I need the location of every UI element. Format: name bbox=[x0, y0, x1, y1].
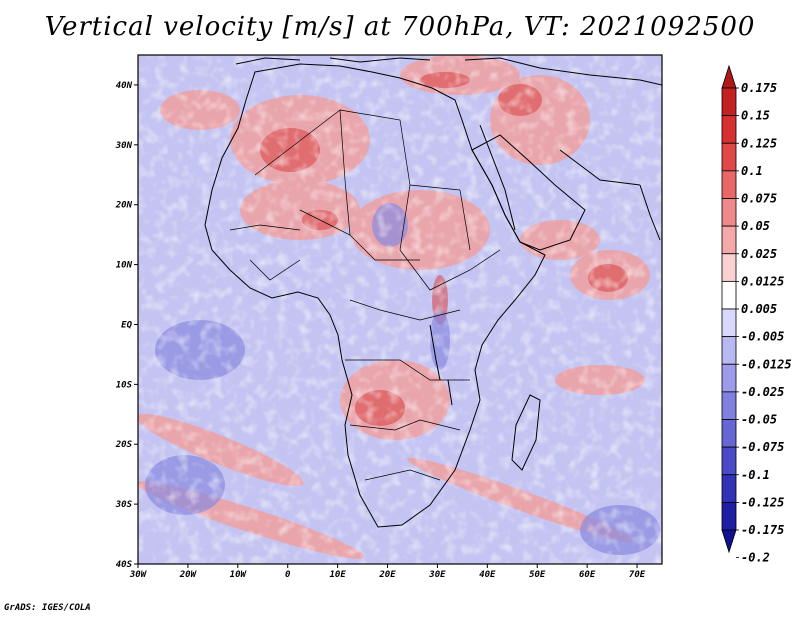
lat-label: 20S bbox=[115, 440, 133, 450]
colorbar-swatch bbox=[721, 170, 737, 199]
colorbar-label: -0.0125 bbox=[741, 357, 792, 371]
latitude-labels: 40N 30N 20N 10N EQ 10S 20S 30S 40S bbox=[115, 81, 133, 570]
colorbar-label: -0.005 bbox=[741, 330, 784, 344]
lat-label: 30N bbox=[115, 141, 133, 151]
colorbar-label: -0.05 bbox=[741, 413, 777, 427]
lon-label: 20E bbox=[378, 570, 396, 580]
colorbar-label: 0.005 bbox=[741, 302, 777, 316]
lon-label: 50E bbox=[529, 570, 546, 580]
colorbar-label: 0.175 bbox=[741, 81, 777, 95]
colorbar-label: -0.2 bbox=[741, 551, 770, 565]
colorbar-swatch bbox=[721, 198, 737, 227]
colorbar-swatch bbox=[721, 142, 737, 172]
colorbar-swatch bbox=[721, 115, 737, 144]
colorbar-swatch bbox=[721, 474, 737, 503]
colorbar-label: -0.125 bbox=[741, 495, 784, 509]
lon-label: 40E bbox=[479, 570, 496, 580]
lon-label: 70E bbox=[629, 570, 646, 580]
colorbar-label: 0.025 bbox=[741, 247, 777, 261]
lon-label: 10W bbox=[230, 570, 248, 580]
colorbar-swatch bbox=[721, 225, 737, 255]
longitude-labels: 30W 20W 10W 0 10E 20E 30E 40E 50E 60E 70E bbox=[129, 570, 646, 580]
lon-label: 30W bbox=[129, 570, 148, 580]
colorbar-label: 0.125 bbox=[741, 136, 777, 150]
colorbar-label: -0.1 bbox=[741, 468, 770, 482]
velocity-field bbox=[138, 55, 662, 564]
lon-label: 10E bbox=[329, 570, 346, 580]
plot-frame bbox=[137, 54, 663, 565]
colorbar-label: -0.075 bbox=[741, 440, 784, 454]
lat-label: 10S bbox=[116, 380, 133, 390]
lat-label: 30S bbox=[115, 500, 133, 510]
colorbar-swatch bbox=[721, 363, 737, 393]
grads-credit: GrADS: IGES/COLA bbox=[4, 603, 91, 613]
colorbar-swatch bbox=[721, 280, 737, 310]
lat-label: 40S bbox=[116, 560, 133, 570]
lon-label: 30E bbox=[428, 570, 446, 580]
lat-label: 40N bbox=[116, 81, 133, 91]
colorbar-label: 0.15 bbox=[741, 109, 770, 123]
colorbar-swatch bbox=[721, 336, 737, 365]
colorbar-swatch bbox=[721, 446, 737, 476]
colorbar-swatch bbox=[721, 308, 737, 338]
colorbar-swatch bbox=[721, 391, 737, 420]
lon-label: 60E bbox=[579, 570, 596, 580]
colorbar bbox=[721, 64, 739, 559]
colorbar-label: 0.05 bbox=[741, 219, 770, 233]
colorbar-label: 0.1 bbox=[741, 164, 763, 178]
axis-ticks bbox=[134, 84, 638, 568]
colorbar-labels: 0.175 0.15 0.125 0.1 0.075 0.05 0.025 0.0125 0.0… bbox=[741, 81, 792, 565]
colorbar-swatch bbox=[721, 419, 737, 448]
country-borders bbox=[229, 109, 501, 481]
colorbar-swatch bbox=[721, 501, 737, 531]
colorbar-label: 0.0125 bbox=[741, 274, 784, 288]
colorbar-swatch bbox=[721, 253, 737, 282]
colorbar-label: -0.175 bbox=[741, 523, 784, 537]
lat-label: 10N bbox=[116, 261, 133, 271]
colorbar-label: -0.025 bbox=[741, 385, 784, 399]
colorbar-swatch bbox=[721, 87, 737, 117]
lon-label: 0 bbox=[285, 570, 291, 580]
colorbar-bottom-arrow bbox=[721, 529, 737, 554]
colorbar-top-arrow bbox=[721, 64, 737, 89]
lat-label: EQ bbox=[121, 320, 132, 330]
colorbar-label: 0.075 bbox=[741, 192, 777, 206]
lon-label: 20W bbox=[179, 570, 198, 580]
coastlines bbox=[204, 57, 662, 528]
lat-label: 20N bbox=[115, 201, 133, 211]
map-title: Vertical velocity [m/s] at 700hPa, VT: 2… bbox=[44, 12, 756, 42]
